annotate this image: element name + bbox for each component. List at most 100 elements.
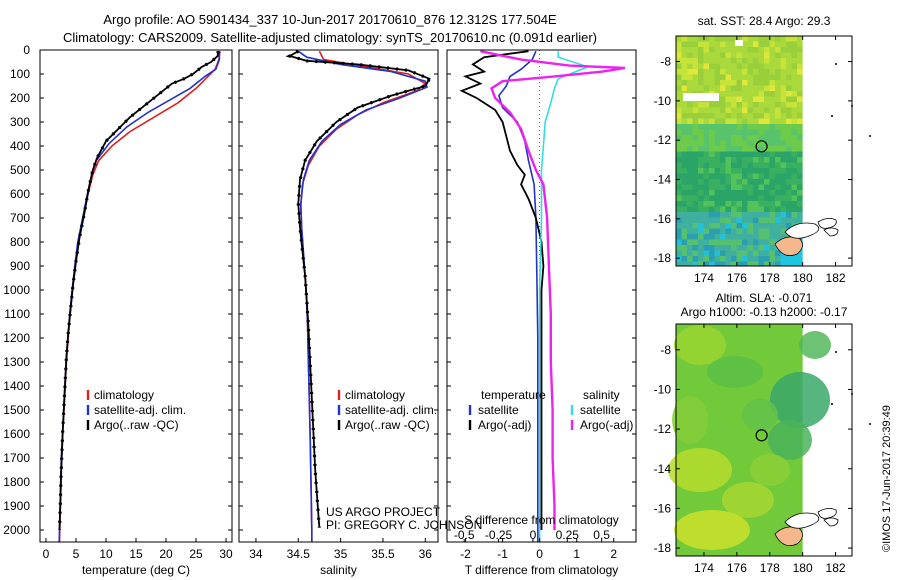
heatmap-cell xyxy=(709,173,715,179)
heatmap-cell xyxy=(736,58,742,64)
heatmap-cell xyxy=(786,157,792,163)
heatmap-cell xyxy=(709,162,715,168)
heatmap-cell xyxy=(786,146,792,152)
heatmap-cell xyxy=(758,107,764,113)
heatmap-cell xyxy=(764,184,770,190)
heatmap-cell xyxy=(747,223,753,229)
heatmap-cell xyxy=(692,179,698,185)
heatmap-cell xyxy=(769,212,775,218)
heatmap-cell xyxy=(714,173,720,179)
heatmap-cell xyxy=(725,256,731,262)
heatmap-cell xyxy=(736,47,742,53)
heatmap-cell xyxy=(786,91,792,97)
heatmap-cell xyxy=(747,102,753,108)
heatmap-cell xyxy=(714,47,720,53)
heatmap-cell xyxy=(731,228,737,234)
heatmap-cell xyxy=(687,140,693,146)
heatmap-cell xyxy=(725,201,731,207)
heatmap-cell xyxy=(799,331,831,359)
heatmap-cell xyxy=(764,36,770,42)
heatmap-cell xyxy=(714,118,720,124)
heatmap-cell xyxy=(714,74,720,80)
heatmap-cell xyxy=(698,223,704,229)
heatmap-cell xyxy=(758,52,764,58)
heatmap-cell xyxy=(742,201,748,207)
heatmap-cell xyxy=(742,190,748,196)
heatmap-cell xyxy=(731,245,737,251)
island xyxy=(784,512,820,529)
heatmap-cell xyxy=(703,47,709,53)
heatmap-cell xyxy=(687,146,693,152)
heatmap-cell xyxy=(797,217,803,223)
heatmap-cell xyxy=(703,58,709,64)
heatmap-cell xyxy=(764,228,770,234)
heatmap-cell xyxy=(692,228,698,234)
heatmap-cell xyxy=(742,118,748,124)
heatmap-cell xyxy=(703,118,709,124)
heatmap-cell xyxy=(692,184,698,190)
y-tick-label: -16 xyxy=(654,501,672,515)
heatmap-cell xyxy=(731,239,737,245)
heatmap-cell xyxy=(692,47,698,53)
heatmap-cell xyxy=(692,195,698,201)
heatmap-cell xyxy=(753,250,759,256)
heatmap-cell xyxy=(797,96,803,102)
heatmap-cell xyxy=(769,223,775,229)
heatmap-cell xyxy=(703,102,709,108)
heatmap-cell xyxy=(720,256,726,262)
heatmap-cell xyxy=(703,228,709,234)
heatmap-cell xyxy=(775,162,781,168)
heatmap-cell xyxy=(709,228,715,234)
heatmap-cell xyxy=(775,135,781,141)
heatmap-cell xyxy=(698,190,704,196)
heatmap-cell xyxy=(758,63,764,69)
heatmap-cell xyxy=(747,91,753,97)
heatmap-cell xyxy=(764,173,770,179)
heatmap-cell xyxy=(797,74,803,80)
heatmap-cell xyxy=(764,58,770,64)
heatmap-cell xyxy=(769,124,775,130)
heatmap-cell xyxy=(786,223,792,229)
heatmap-cell xyxy=(681,206,687,212)
heatmap-cell xyxy=(764,129,770,135)
heatmap-cell xyxy=(758,212,764,218)
heatmap-cell xyxy=(753,140,759,146)
heatmap-cell xyxy=(720,234,726,240)
heatmap-cell xyxy=(698,135,704,141)
heatmap-cell xyxy=(775,184,781,190)
heatmap-cell xyxy=(692,190,698,196)
heatmap-cell xyxy=(742,85,748,91)
heatmap-cell xyxy=(742,228,748,234)
heatmap-cell xyxy=(692,201,698,207)
heatmap-cell xyxy=(791,74,797,80)
heatmap-cell xyxy=(736,239,742,245)
heatmap-cell xyxy=(698,179,704,185)
heatmap-cell xyxy=(742,129,748,135)
heatmap-cell xyxy=(714,206,720,212)
heatmap-cell xyxy=(742,162,748,168)
heatmap-cell xyxy=(753,217,759,223)
heatmap-cell xyxy=(764,107,770,113)
heatmap-cell xyxy=(709,118,715,124)
heatmap-cell xyxy=(758,74,764,80)
heatmap-cell xyxy=(720,206,726,212)
heatmap-cell xyxy=(742,113,748,119)
x-tick-label: 5 xyxy=(73,547,80,561)
heatmap-cell xyxy=(731,58,737,64)
heatmap-cell xyxy=(769,96,775,102)
heatmap-cell xyxy=(775,234,781,240)
heatmap-cell xyxy=(725,58,731,64)
heatmap-cell xyxy=(703,173,709,179)
heatmap-cell xyxy=(736,256,742,262)
heatmap-cell xyxy=(687,173,693,179)
heatmap-cell xyxy=(786,179,792,185)
heatmap-cell xyxy=(681,223,687,229)
heatmap-cell xyxy=(676,261,682,266)
heatmap-cell xyxy=(753,146,759,152)
heatmap-cell xyxy=(720,223,726,229)
profile-location-marker xyxy=(755,429,768,442)
heatmap-cell xyxy=(747,261,753,266)
heatmap-cell xyxy=(780,184,786,190)
imos-stamp: ©IMOS 17-Jun-2017 20:39:49 xyxy=(881,405,893,552)
heatmap-cell xyxy=(725,217,731,223)
